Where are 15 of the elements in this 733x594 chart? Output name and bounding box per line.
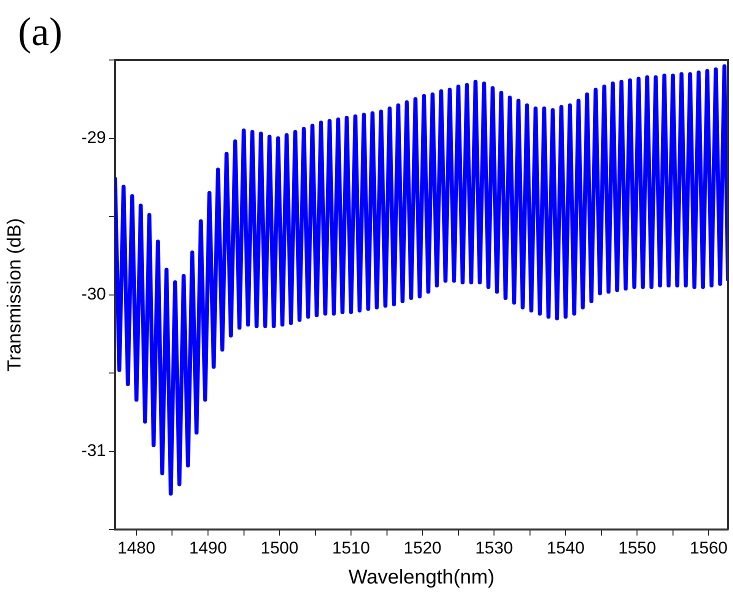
- x-tick-label: 1530: [475, 538, 514, 558]
- x-tick-label: 1560: [690, 538, 728, 558]
- x-tick-label: 1520: [404, 538, 442, 558]
- x-tick-label: 1490: [189, 538, 227, 558]
- y-axis-title: Transmission (dB): [4, 218, 26, 372]
- y-tick-label: -30: [81, 284, 106, 304]
- x-tick-label: 1510: [332, 538, 370, 558]
- y-tick-label: -29: [81, 128, 106, 147]
- text: (a): [18, 8, 62, 55]
- x-axis-title: Wavelength(nm): [348, 566, 494, 589]
- x-tick-label: 1500: [260, 538, 298, 558]
- y-tick-label: -31: [81, 441, 106, 460]
- x-tick-label: 1540: [546, 538, 585, 558]
- x-tick-label: 1480: [118, 538, 156, 558]
- x-tick-label: 1550: [618, 538, 656, 558]
